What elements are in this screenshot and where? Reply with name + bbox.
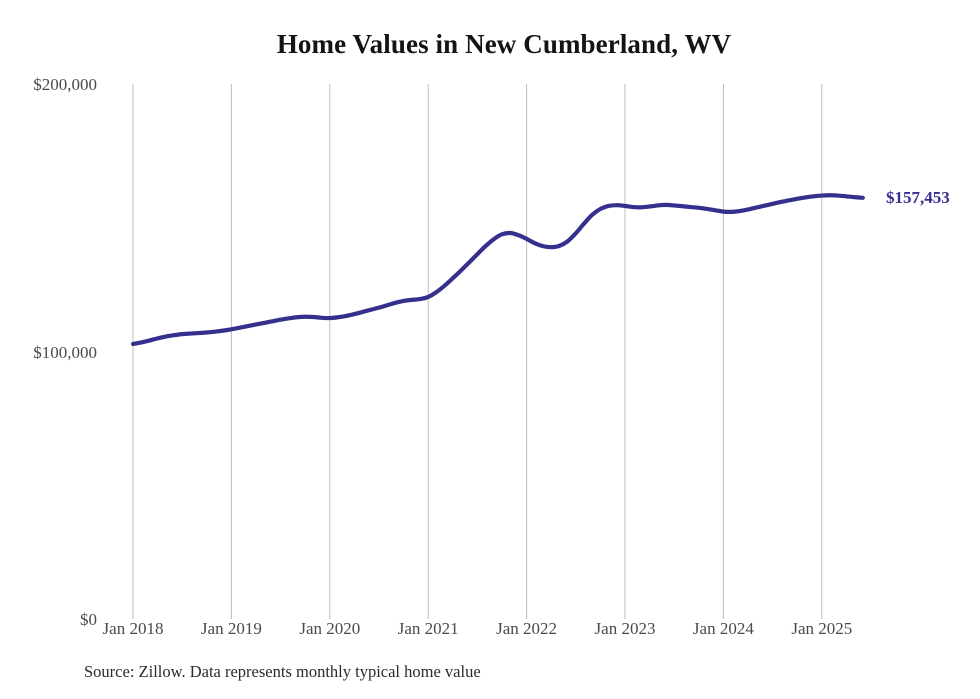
x-tick-label-jan-2022: Jan 2022 — [496, 619, 558, 638]
y-tick-label-0: $0 — [80, 610, 97, 629]
y-tick-label-100000: $100,000 — [33, 342, 97, 362]
x-tick-label-jan-2021: Jan 2021 — [397, 619, 459, 638]
x-tick-label-jan-2024: Jan 2024 — [692, 619, 754, 638]
home-value-line — [130, 193, 865, 347]
x-tick-label-jan-2025: Jan 2025 — [791, 619, 853, 638]
series-line-group — [130, 193, 865, 347]
x-tick-label-jan-2023: Jan 2023 — [594, 619, 656, 638]
source-note: Source: Zillow. Data represents monthly … — [84, 662, 481, 681]
vertical-gridlines — [132, 84, 823, 619]
x-tick-label-jan-2018: Jan 2018 — [102, 619, 164, 638]
x-tick-label-jan-2019: Jan 2019 — [200, 619, 262, 638]
y-tick-label-200000: $200,000 — [33, 75, 97, 94]
x-tick-label-jan-2020: Jan 2020 — [299, 619, 361, 638]
end-value-label: $157,453 — [886, 187, 950, 207]
chart-title: Home Values in New Cumberland, WV — [276, 29, 732, 59]
